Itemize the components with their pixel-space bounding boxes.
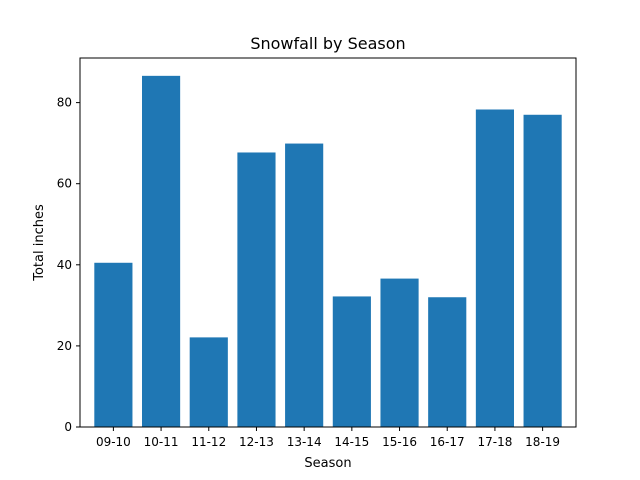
x-tick-label: 12-13 bbox=[239, 435, 274, 449]
bar-16-17 bbox=[428, 297, 467, 427]
x-tick-label: 11-12 bbox=[191, 435, 226, 449]
axes-frame bbox=[79, 57, 577, 428]
bar-17-18 bbox=[475, 109, 514, 427]
bar-09-10 bbox=[94, 262, 133, 427]
bar-14-15 bbox=[332, 296, 371, 427]
bar-12-13 bbox=[237, 152, 276, 427]
x-tick-label: 16-17 bbox=[430, 435, 465, 449]
y-tick-label: 20 bbox=[57, 339, 72, 353]
bar-18-19 bbox=[523, 114, 562, 428]
y-axis-label: Total inches bbox=[32, 204, 47, 282]
x-tick-label: 17-18 bbox=[477, 435, 512, 449]
bar-11-12 bbox=[189, 337, 228, 427]
x-tick-label: 14-15 bbox=[334, 435, 369, 449]
bar-10-11 bbox=[142, 75, 181, 427]
x-ticks-group: 09-10 10-11 11-12 12-13 13-14 14-15 15-16 16-17… bbox=[96, 427, 560, 449]
bar-15-16 bbox=[380, 278, 419, 427]
bars-group bbox=[94, 75, 562, 428]
x-tick-label: 18-19 bbox=[525, 435, 560, 449]
y-ticks-group: 0 20 40 60 80 bbox=[57, 96, 80, 434]
x-tick-label: 09-10 bbox=[96, 435, 131, 449]
x-tick-label: 15-16 bbox=[382, 435, 417, 449]
y-tick-label: 40 bbox=[57, 258, 72, 272]
bar-13-14 bbox=[285, 143, 324, 428]
x-tick-label: 10-11 bbox=[144, 435, 179, 449]
y-tick-label: 0 bbox=[64, 420, 72, 434]
x-tick-label: 13-14 bbox=[287, 435, 322, 449]
chart-title: Snowfall by Season bbox=[250, 34, 405, 53]
x-axis-label: Season bbox=[304, 456, 351, 471]
y-tick-label: 80 bbox=[57, 96, 72, 110]
y-tick-label: 60 bbox=[57, 177, 72, 191]
